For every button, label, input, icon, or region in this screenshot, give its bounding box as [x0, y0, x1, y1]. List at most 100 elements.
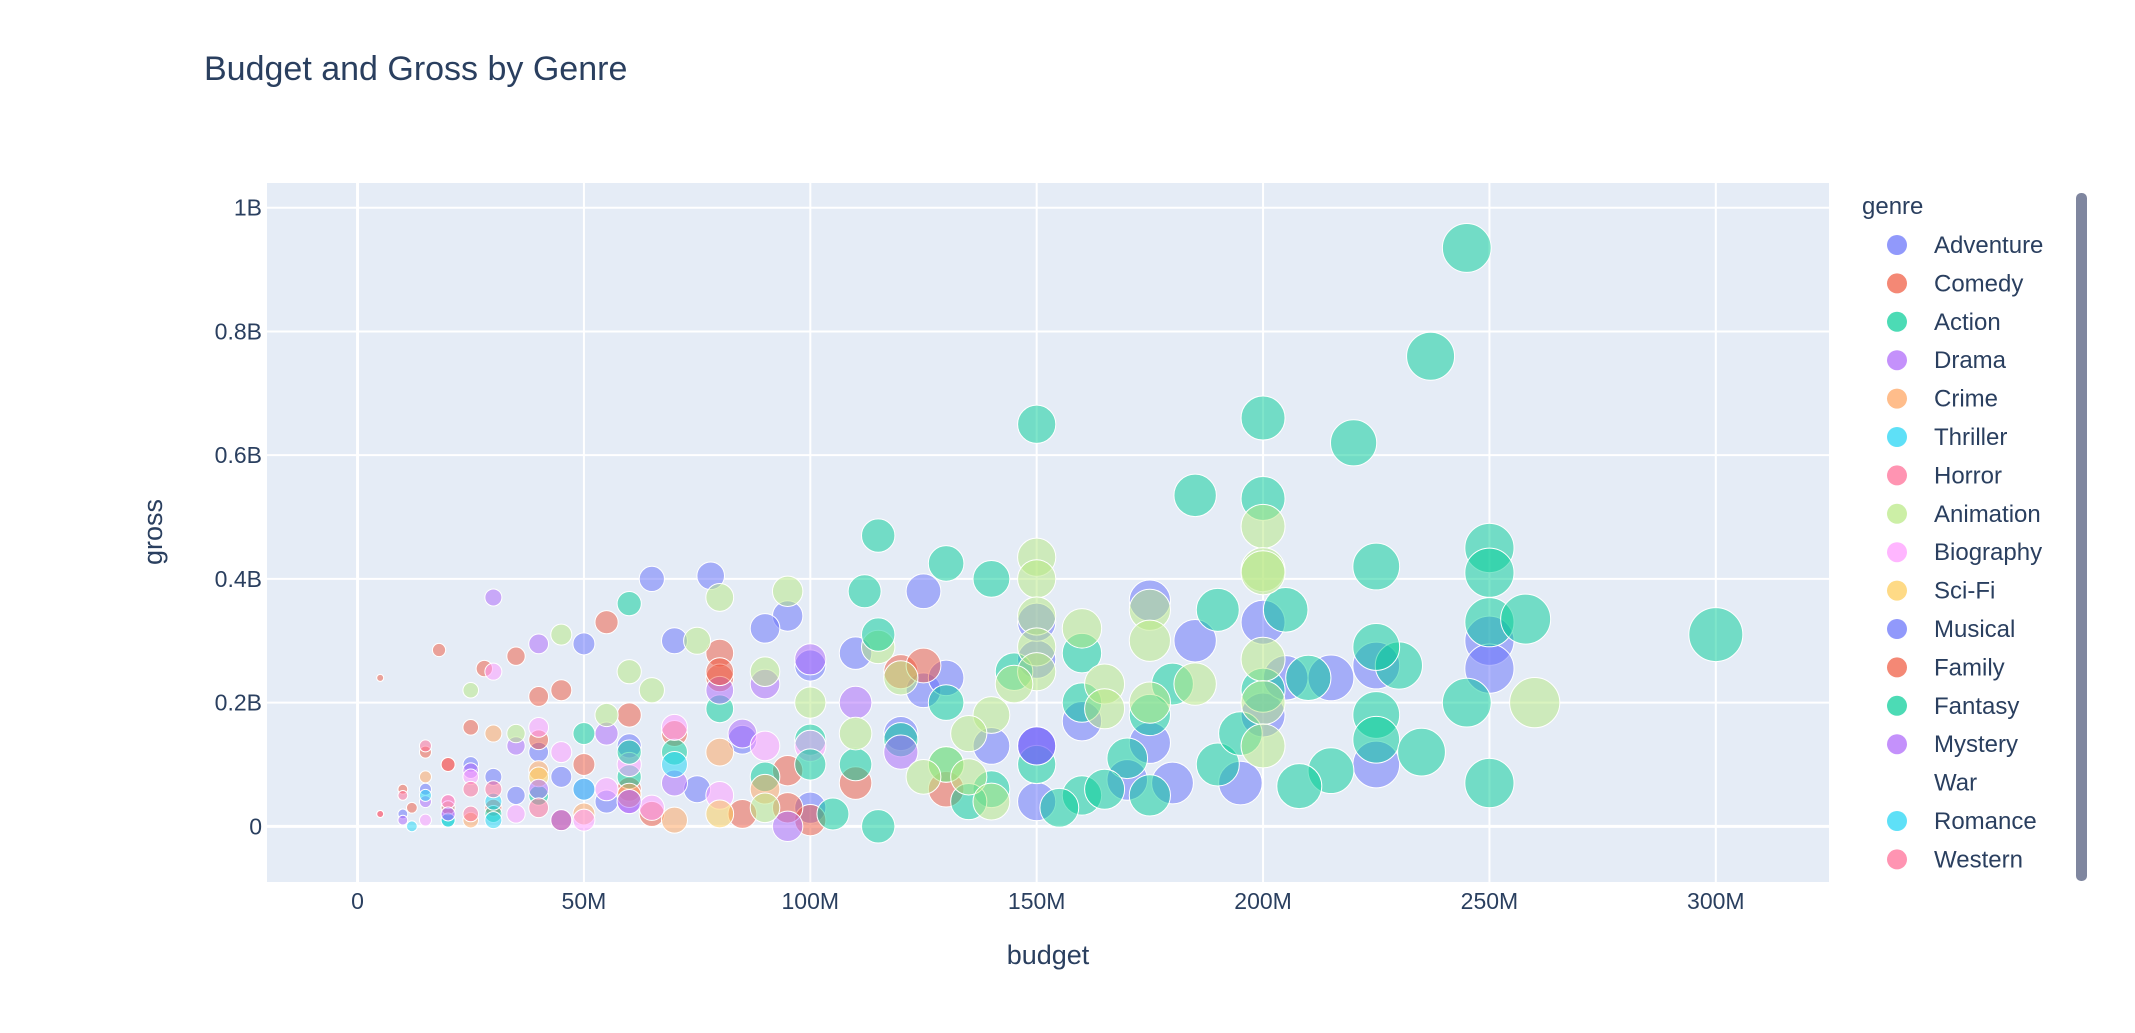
legend-item-horror[interactable]: Horror [1887, 462, 2002, 489]
marker-biography [484, 662, 503, 681]
marker-action [1285, 654, 1332, 701]
legend-marker-icon [1887, 811, 1907, 831]
legend-label: Comedy [1934, 270, 2023, 297]
legend-item-mystery[interactable]: Mystery [1887, 731, 2018, 758]
marker-animation [683, 626, 712, 655]
x-tick-label: 100M [782, 888, 840, 914]
marker-drama [794, 643, 827, 676]
marker-fantasy [794, 748, 827, 781]
legend-marker-icon [1887, 849, 1907, 870]
marker-horror [462, 805, 480, 823]
legend-item-thriller[interactable]: Thriller [1887, 424, 2007, 451]
marker-animation [1128, 619, 1171, 662]
marker-western [462, 780, 480, 798]
legend-label: Romance [1934, 808, 2037, 835]
legend-item-war[interactable]: War [1934, 770, 1977, 797]
marker-animation [705, 583, 735, 612]
marker-action [1017, 404, 1057, 444]
legend-item-animation[interactable]: Animation [1887, 501, 2041, 528]
marker-action [1441, 223, 1492, 273]
legend-item-family[interactable]: Family [1887, 654, 2005, 681]
marker-action [1352, 623, 1401, 671]
legend-marker-icon [1887, 388, 1907, 409]
legend-marker-icon [1887, 580, 1907, 601]
marker-biography [660, 713, 688, 741]
marker-horror [397, 789, 409, 801]
marker-animation [1240, 723, 1286, 769]
y-tick-label: 0 [249, 813, 262, 839]
legend-label: Drama [1934, 347, 2007, 374]
marker-comedy [506, 646, 526, 666]
y-axis-title: gross [138, 499, 168, 565]
legend-label: Sci-Fi [1934, 578, 1995, 605]
marker-sci-fi [705, 799, 735, 829]
legend-item-sci-fi[interactable]: Sci-Fi [1887, 578, 1995, 605]
marker-action [861, 518, 896, 553]
marker-action [1240, 395, 1286, 441]
legend-item-crime[interactable]: Crime [1887, 386, 1998, 413]
marker-action [1106, 737, 1149, 780]
marker-adventure [638, 565, 665, 592]
legend-scrollbar[interactable] [2076, 193, 2087, 881]
marker-action [838, 747, 873, 782]
marker-action [1464, 547, 1515, 598]
x-tick-label: 50M [562, 888, 607, 914]
marker-drama [484, 588, 503, 607]
marker-action [972, 559, 1011, 598]
marker-biography [550, 741, 573, 764]
marker-animation [950, 758, 988, 796]
marker-comedy [594, 610, 619, 635]
marker-adventure [550, 765, 573, 788]
marker-action [1276, 763, 1323, 810]
marker-action [572, 722, 596, 746]
legend-label: Western [1934, 846, 2023, 873]
marker-action [1688, 607, 1744, 663]
legend-marker-icon [1887, 465, 1907, 486]
marker-action [616, 591, 642, 617]
legend-item-western[interactable]: Western [1887, 846, 2023, 873]
legend-item-drama[interactable]: Drama [1887, 347, 2007, 374]
marker-action [1173, 473, 1217, 518]
legend-item-fantasy[interactable]: Fantasy [1887, 693, 2019, 720]
marker-animation [1061, 608, 1103, 649]
marker-mystery [616, 788, 642, 815]
legend-item-action[interactable]: Action [1887, 309, 2001, 336]
y-axis-ticks: 0 0.2B 0.4B 0.6B 0.8B 1B [215, 195, 262, 840]
marker-animation [1240, 680, 1286, 726]
legend-marker-icon [1887, 273, 1907, 294]
marker-crime [418, 770, 432, 784]
marker-western [528, 797, 550, 819]
legend-marker-icon [1887, 427, 1907, 447]
marker-animation [883, 660, 919, 696]
marker-action [1464, 757, 1515, 809]
legend-item-comedy[interactable]: Comedy [1887, 270, 2023, 297]
legend-item-romance[interactable]: Romance [1887, 808, 2037, 835]
marker-fantasy [861, 617, 896, 652]
marker-biography [528, 716, 550, 738]
marker-thriller [405, 820, 418, 833]
marker-adventure [905, 573, 942, 610]
marker-animation [1240, 636, 1286, 682]
marker-animation [1240, 550, 1286, 596]
marker-adventure [506, 785, 526, 806]
legend-label: War [1934, 770, 1977, 797]
legend: genre Adventure Comedy Action Drama Crime Thr… [1862, 193, 2087, 881]
legend-label: Crime [1934, 386, 1998, 413]
legend-label: Horror [1934, 462, 2002, 489]
marker-biography [638, 794, 665, 821]
legend-label: Biography [1934, 539, 2042, 566]
marker-biography [572, 808, 596, 832]
legend-item-adventure[interactable]: Adventure [1887, 232, 2043, 259]
chart-title: Budget and Gross by Genre [204, 50, 627, 88]
marker-drama [397, 814, 409, 826]
marker-adventure [1173, 619, 1217, 663]
marker-animation [638, 677, 665, 704]
marker-action [1084, 768, 1126, 810]
y-tick-label: 0.4B [215, 566, 262, 592]
legend-item-biography[interactable]: Biography [1887, 539, 2042, 566]
y-tick-label: 0.2B [215, 690, 262, 716]
legend-item-musical[interactable]: Musical [1887, 616, 2015, 643]
y-tick-label: 0.6B [215, 442, 262, 468]
marker-thriller [660, 750, 688, 778]
